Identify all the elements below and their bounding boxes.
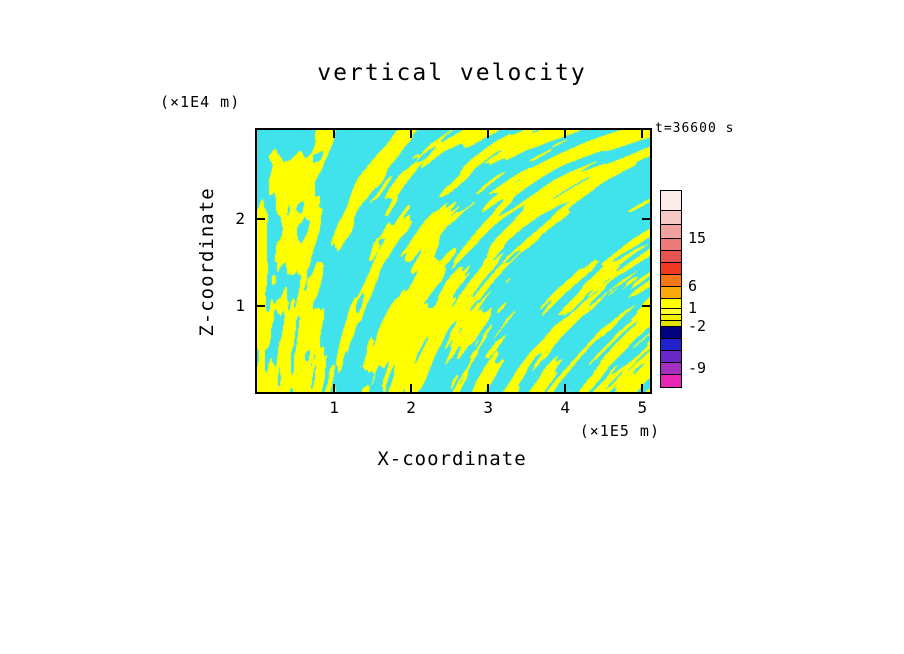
colorbar-tick-label: -2 (688, 317, 707, 335)
x-axis-tick (333, 130, 336, 138)
x-tick-label: 2 (406, 398, 416, 417)
colorbar (660, 190, 682, 388)
chart-title: vertical velocity (317, 60, 587, 86)
colorbar-segment (661, 191, 681, 211)
x-axis-tick (641, 130, 644, 138)
x-axis-tick (641, 384, 644, 392)
colorbar-segment (661, 309, 681, 315)
y-axis-tick (257, 218, 265, 221)
colorbar-segment (661, 251, 681, 263)
colorbar-tick-label: 6 (688, 277, 698, 295)
y-axis-tick (257, 304, 265, 307)
colorbar-segment (661, 287, 681, 299)
colorbar-segment (661, 351, 681, 363)
colorbar-segment (661, 275, 681, 287)
y-axis-tick (642, 218, 650, 221)
velocity-field-canvas (257, 130, 650, 392)
x-axis-tick (410, 130, 413, 138)
colorbar-segment (661, 299, 681, 309)
x-axis-tick (564, 384, 567, 392)
colorbar-segment (661, 225, 681, 239)
colorbar-segment (661, 211, 681, 225)
colorbar-segment (661, 263, 681, 275)
x-tick-label: 4 (560, 398, 571, 417)
y-tick-label: 1 (235, 295, 245, 315)
colorbar-tick-label: 1 (688, 299, 698, 317)
colorbar-segment (661, 321, 681, 327)
x-axis-title: X-coordinate (377, 448, 527, 470)
colorbar-segment (661, 315, 681, 321)
y-axis-tick (642, 304, 650, 307)
x-tick-label: 3 (483, 398, 493, 417)
x-axis-tick (410, 384, 413, 392)
colorbar-tick-label: 15 (688, 229, 707, 247)
y-tick-label: 2 (235, 209, 245, 229)
colorbar-tick-label: -9 (688, 359, 707, 377)
x-axis-tick (487, 384, 490, 392)
time-annotation: t=36600 s (655, 121, 735, 136)
x-axis-unit-label: (×1E5 m) (579, 422, 660, 440)
x-tick-label: 1 (329, 398, 339, 417)
x-axis-tick (333, 384, 336, 392)
colorbar-segment (661, 363, 681, 375)
x-axis-tick (564, 130, 567, 138)
y-axis-unit-label: (×1E4 m) (160, 93, 241, 111)
colorbar-segment (661, 375, 681, 387)
plot-area (255, 128, 652, 394)
x-axis-tick (487, 130, 490, 138)
colorbar-segment (661, 239, 681, 251)
x-tick-label: 5 (637, 398, 648, 417)
colorbar-segment (661, 339, 681, 351)
colorbar-segment (661, 327, 681, 339)
